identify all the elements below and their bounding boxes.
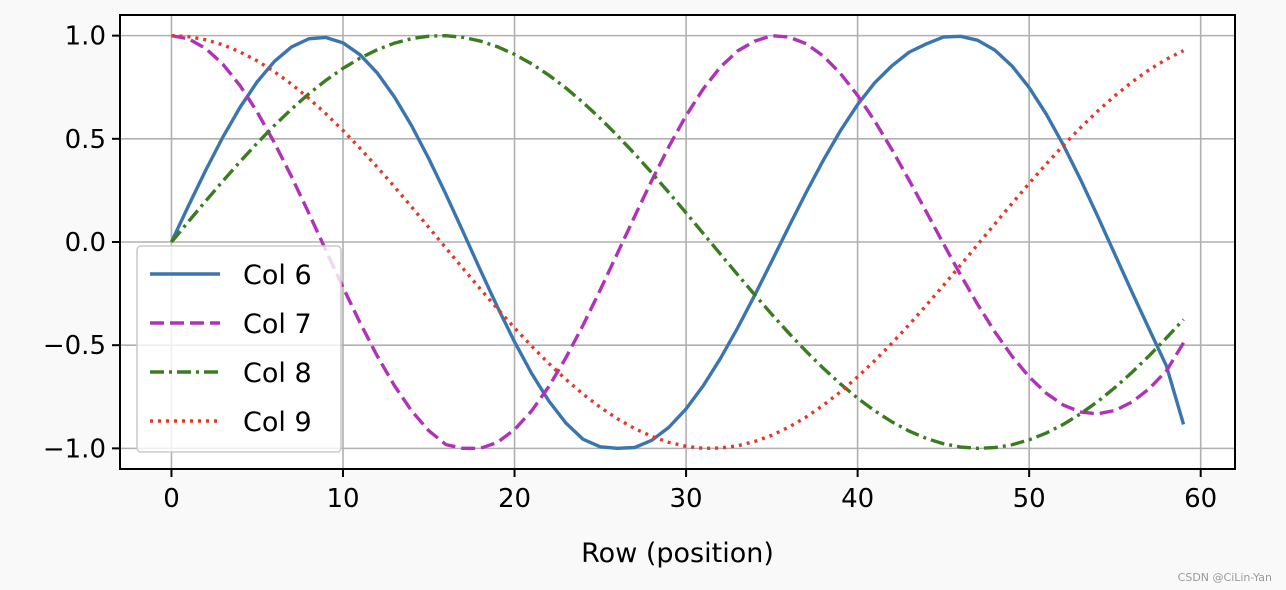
y-tick-label: 1.0 (65, 22, 106, 52)
legend-frame (136, 245, 342, 453)
x-tick-label: 30 (670, 484, 703, 514)
legend-label: Col 9 (243, 407, 312, 438)
x-tick-label: 60 (1184, 484, 1217, 514)
y-tick-label: 0.5 (65, 125, 106, 155)
y-tick-label: 0.0 (65, 228, 106, 258)
series-line-col-9 (171, 33, 1185, 451)
legend-label: Col 6 (243, 260, 312, 291)
series-line-col-8 (170, 33, 1185, 451)
x-tick-label: 20 (498, 484, 531, 514)
x-tick-label: 10 (326, 484, 359, 514)
x-tick-label: 50 (1013, 484, 1046, 514)
legend: Col 6 Col 7 Col 8 Col 9 (136, 245, 342, 453)
x-axis-title: Row (position) (581, 538, 774, 569)
watermark: CSDN @CiLin-Yan (1177, 571, 1272, 584)
y-tick-label: −0.5 (43, 331, 106, 361)
x-tick-label: 0 (163, 484, 180, 514)
legend-label: Col 8 (243, 358, 312, 389)
y-tick-label: −1.0 (43, 434, 106, 464)
legend-label: Col 7 (243, 309, 312, 340)
x-tick-label: 40 (841, 484, 874, 514)
series-line-col-6 (169, 34, 1186, 451)
